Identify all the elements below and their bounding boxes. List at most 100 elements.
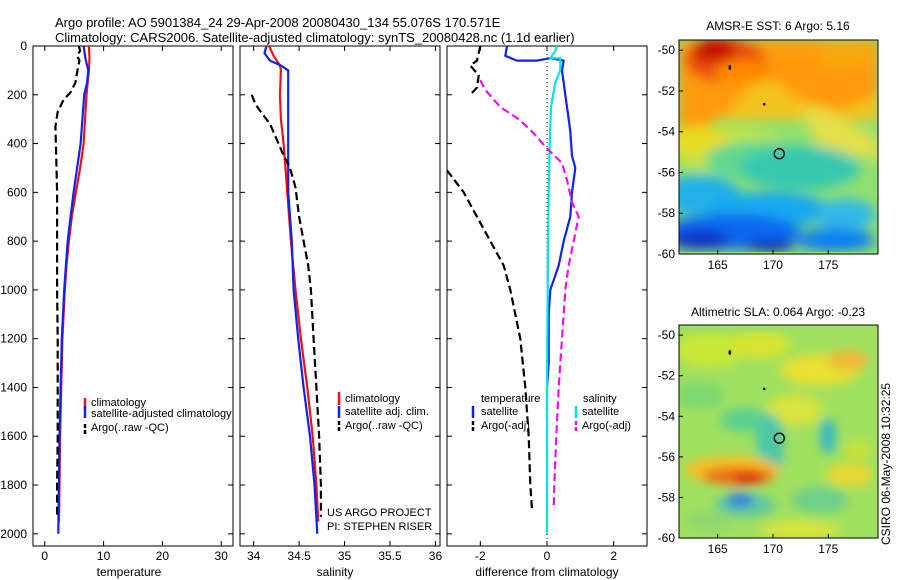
y-tick-label: 1200 [0, 332, 27, 346]
difference-panel: -2 0 2 difference from climatology tempera… [446, 45, 648, 579]
map-y-tick-label: -50 [658, 328, 676, 342]
legend-label-satellite: satellite adj. clim. [345, 406, 429, 418]
y-tick-label: 600 [7, 185, 27, 199]
float-track-point [762, 387, 766, 391]
x-tick-label: 20 [156, 549, 170, 563]
y-tick-label: 1000 [0, 283, 27, 297]
map-x-tick-label: 165 [708, 258, 728, 272]
y-tick-label: 0 [20, 39, 27, 53]
x-tick-label: -2 [475, 549, 486, 563]
y-tick-label: 400 [7, 137, 27, 151]
map-y-tick-label: -50 [658, 43, 676, 57]
series-line-satellite-adjusted-climatology [57, 46, 90, 534]
series-line-argo-adj- [469, 46, 482, 96]
legend-label-argo: Argo(..raw -QC) [345, 420, 423, 432]
credit-line1: US ARGO PROJECT [327, 507, 432, 519]
map-y-tick-label: -58 [658, 490, 676, 504]
sla-map-panel: Altimetric SLA: 0.064 Argo: -0.23 [658, 305, 879, 556]
y-tick-label: 1800 [0, 478, 27, 492]
x-tick-label: 35.5 [378, 549, 402, 563]
y-tick-label: 800 [7, 234, 27, 248]
series-line-satellite [504, 46, 577, 412]
x-tick-label: 34 [247, 549, 261, 563]
salinity-series [250, 46, 322, 534]
map-y-tick-label: -60 [658, 531, 676, 545]
float-position-marker [773, 432, 785, 444]
y-tick-label: 200 [7, 88, 27, 102]
figure-title-line1: Argo profile: AO 5901384_24 29-Apr-2008 … [55, 15, 501, 30]
sst-map-overlay [728, 65, 785, 160]
sla-map-ticks: 165 170 175 -50 -52 -54 -56 -58 -60 [658, 328, 839, 556]
map-x-tick-label: 175 [818, 258, 838, 272]
legend-label-satellite: satellite-adjusted climatology [91, 408, 232, 420]
sst-heatmap [679, 40, 878, 254]
credit-line2: PI: STEPHEN RISER [327, 521, 432, 533]
legend-label-climatology: climatology [91, 397, 147, 409]
salinity-ticks: 34 34.5 35 35.5 36 [240, 45, 443, 563]
legend-label-sal-argo: Argo(-adj) [582, 420, 631, 432]
float-track-point [728, 67, 732, 70]
y-tick-label: 1600 [0, 429, 27, 443]
x-tick-label: 10 [97, 549, 111, 563]
map-y-tick-label: -54 [658, 409, 676, 423]
salinity-panel: 34 34.5 35 35.5 36 salinity climatology sate… [239, 45, 443, 579]
sla-heatmap [679, 325, 878, 538]
sst-map-ticks: 165 170 175 -50 -52 -54 -56 -58 -60 [658, 43, 839, 272]
y-tick-label: 1400 [0, 380, 27, 394]
legend-label-temp-satellite: satellite [481, 406, 518, 418]
legend-label-sal-satellite: satellite [582, 406, 619, 418]
sst-map-frame [678, 39, 879, 255]
x-tick-label: 36 [429, 549, 443, 563]
series-line-satellite-adj-clim- [263, 46, 319, 534]
float-position-marker [773, 148, 785, 160]
temperature-xlabel: temperature [97, 565, 162, 579]
x-tick-label: 30 [215, 549, 229, 563]
series-line-satellite [545, 46, 562, 534]
difference-series [447, 46, 580, 534]
map-y-tick-label: -52 [658, 369, 676, 383]
x-tick-label: 0 [544, 549, 551, 563]
sst-map-title: AMSR-E SST: 6 Argo: 5.16 [706, 19, 850, 33]
temperature-ticks: 0 10 20 30 0 200 400 600 800 1000 1200 1400 1600 1800… [0, 39, 233, 563]
series-line-argo-raw-qc- [54, 46, 82, 517]
temperature-legend: climatology satellite-adjusted climatolo… [83, 397, 232, 434]
float-track-point [762, 102, 766, 106]
map-y-tick-label: -56 [658, 165, 676, 179]
sla-map-title: Altimetric SLA: 0.064 Argo: -0.23 [691, 305, 865, 319]
map-x-tick-label: 175 [818, 542, 838, 556]
x-tick-label: 2 [610, 549, 617, 563]
difference-xlabel: difference from climatology [475, 565, 618, 579]
sla-map-overlay [728, 350, 785, 444]
difference-legend: temperature salinity satellite Argo(-adj… [471, 393, 631, 432]
x-tick-label: 34.5 [287, 549, 311, 563]
sla-map-frame [678, 324, 879, 539]
legend-label-temp-argo: Argo(-adj) [481, 420, 530, 432]
map-y-tick-label: -56 [658, 450, 676, 464]
map-y-tick-label: -60 [658, 247, 676, 261]
legend-label-argo: Argo(..raw -QC) [91, 422, 169, 434]
sst-map-panel: AMSR-E SST: 6 Argo: 5.16 [658, 19, 879, 272]
difference-ticks: -2 0 2 [447, 45, 647, 563]
map-x-tick-label: 165 [708, 542, 728, 556]
legend-title-temperature: temperature [481, 393, 540, 405]
temperature-panel: 0 10 20 30 0 200 400 600 800 1000 1200 1400 1600 1800… [0, 39, 234, 579]
legend-title-salinity: salinity [583, 393, 617, 405]
timestamp: CSIRO 06-May-2008 10:32:25 [879, 383, 893, 545]
figure-title-line2: Climatology: CARS2006. Satellite-adjuste… [55, 30, 575, 45]
x-tick-label: 0 [41, 549, 48, 563]
series-line-argo-adj- [447, 169, 534, 510]
temperature-series [54, 46, 91, 534]
temperature-axes-box [32, 45, 234, 547]
float-track-point [728, 352, 732, 355]
series-line-argo-adj- [479, 79, 580, 510]
salinity-axes-box [239, 45, 441, 547]
y-tick-label: 2000 [0, 527, 27, 541]
salinity-xlabel: salinity [317, 565, 354, 579]
map-y-tick-label: -52 [658, 84, 676, 98]
x-tick-label: 35 [338, 549, 352, 563]
series-line-argo-raw-qc- [250, 94, 322, 517]
map-y-tick-label: -54 [658, 125, 676, 139]
map-x-tick-label: 170 [763, 542, 783, 556]
legend-label-climatology: climatology [345, 393, 401, 405]
